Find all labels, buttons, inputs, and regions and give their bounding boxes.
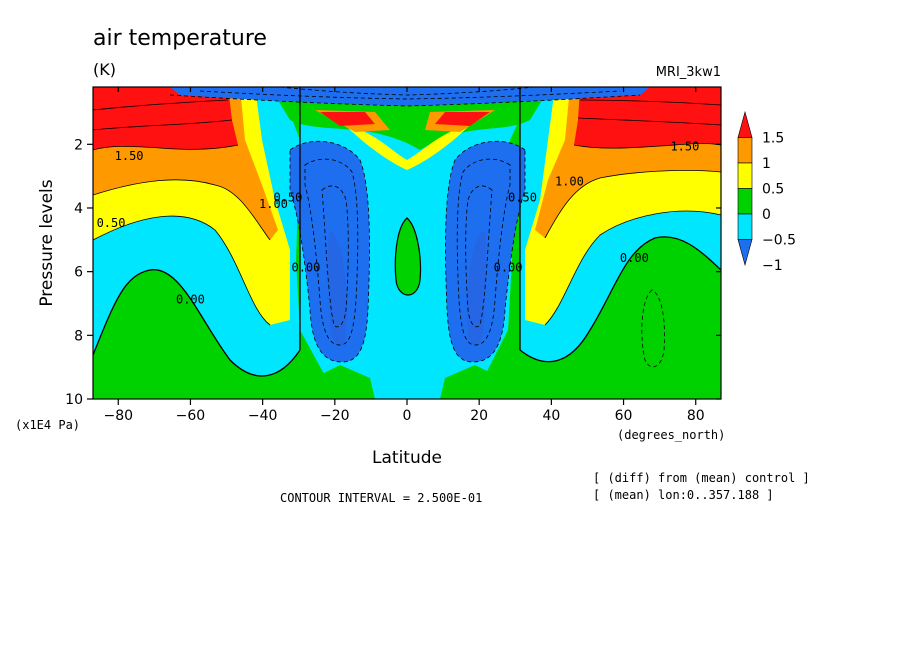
contour-lines	[93, 87, 721, 377]
x-axis-title: Latitude	[372, 448, 442, 468]
field-green-bottom-right	[440, 365, 515, 399]
field-red-top-right	[435, 112, 490, 126]
colorbar-label: 1	[762, 156, 771, 172]
colorbar-swatch	[737, 188, 753, 215]
contour-label: 0.00	[176, 292, 205, 306]
field-red-left	[93, 87, 238, 150]
contour-label: 1.00	[259, 197, 288, 211]
field-green-bottom-left	[300, 365, 375, 399]
x-axis: −80 −60 −40 −20 0 20 40 60 80	[103, 87, 705, 424]
y-tick-label: 6	[74, 265, 83, 281]
colorbar-label: 0.5	[762, 182, 784, 198]
contour-label: 1.00	[555, 175, 584, 189]
colorbar: 1.5 1 0.5 0 −0.5 −1	[737, 110, 796, 274]
contour-label: 0.00	[620, 251, 649, 265]
plot-area: 1.501.500.501.000.500.000.000.500.001.00…	[93, 87, 721, 399]
field-green-center	[395, 218, 421, 295]
colorbar-swatch	[737, 137, 753, 164]
mean-note: [ (mean) lon:0..357.188 ]	[593, 488, 774, 502]
colorbar-swatch	[737, 162, 753, 189]
x-tick-label: 20	[470, 408, 488, 424]
contour-label: 1.50	[115, 149, 144, 163]
colorbar-swatch	[737, 213, 753, 240]
field-green-region-right	[440, 87, 721, 399]
contour-label-layer: 1.501.500.501.000.500.000.000.500.001.00…	[97, 140, 700, 307]
field-red-right	[574, 87, 721, 149]
x-tick-label: −80	[103, 408, 133, 424]
colorbar-label: −1	[762, 258, 783, 274]
dashed-contours	[169, 87, 665, 368]
y-tick-label: 2	[74, 137, 83, 153]
contour-label: 0.50	[273, 191, 302, 205]
contour-interval-note: CONTOUR INTERVAL = 2.500E-01	[280, 491, 482, 505]
x-axis-units: (degrees_north)	[617, 428, 725, 442]
y-axis-title: Pressure levels	[37, 179, 57, 306]
x-tick-label: 60	[615, 408, 633, 424]
y-tick-label: 10	[65, 392, 83, 408]
contour-label: 0.00	[291, 261, 320, 275]
field-green-region	[93, 87, 370, 399]
chart-title: air temperature	[93, 26, 267, 51]
chart-units: (K)	[93, 60, 116, 79]
contour-label: 0.50	[97, 216, 126, 230]
contour-label: 0.50	[508, 191, 537, 205]
y-axis: 2 4 6 8 10	[65, 137, 721, 408]
contour-label: 0.00	[494, 261, 523, 275]
x-tick-label: 0	[403, 408, 412, 424]
y-tick-label: 8	[74, 328, 83, 344]
colorbar-bottom-arrow	[737, 239, 753, 267]
y-axis-units: (x1E4 Pa)	[15, 418, 80, 432]
field-red-top-left	[320, 112, 375, 126]
x-tick-label: −60	[176, 408, 206, 424]
colorbar-label: 0	[762, 207, 771, 223]
colorbar-label: −0.5	[762, 233, 796, 249]
y-tick-label: 4	[74, 201, 83, 217]
model-label: MRI_3kw1	[656, 65, 721, 80]
x-tick-label: 40	[542, 408, 560, 424]
contour-label: 1.50	[670, 140, 699, 154]
x-tick-label: −20	[320, 408, 350, 424]
diff-note: [ (diff) from (mean) control ]	[593, 471, 810, 485]
colorbar-top-arrow	[737, 110, 753, 138]
colorbar-label: 1.5	[762, 131, 784, 147]
x-tick-label: 80	[687, 408, 705, 424]
x-tick-label: −40	[248, 408, 278, 424]
